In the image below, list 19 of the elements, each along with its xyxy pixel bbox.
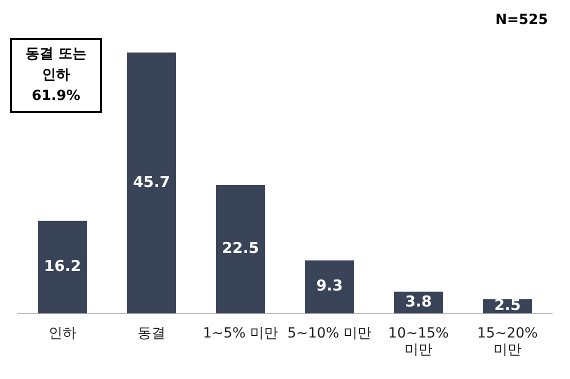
data-label: 16.2	[44, 257, 82, 276]
bar	[305, 260, 354, 314]
x-tick-label: 5~10% 미만	[287, 325, 372, 342]
annotation: 동결 또는 인하 61.9%	[24, 45, 88, 106]
data-label: 22.5	[222, 239, 260, 258]
x-tick-label: 인하	[48, 325, 76, 342]
x-tick-label: 10~15% 미만	[388, 325, 449, 358]
data-label: 9.3	[316, 276, 343, 295]
text: N=525	[495, 12, 548, 28]
data-label: 45.7	[132, 172, 170, 191]
note-box: 동결 또는 인하 61.9%	[10, 38, 102, 113]
x-tick-label: 동결	[138, 325, 166, 342]
bar	[216, 184, 265, 314]
x-tick-label: 1~5% 미만	[202, 325, 278, 342]
data-label: 2.5	[494, 296, 521, 314]
data-label: 3.8	[405, 292, 432, 310]
x-tick-label: 15~20% 미만	[477, 325, 538, 358]
bar	[38, 220, 87, 314]
bar	[127, 52, 176, 314]
